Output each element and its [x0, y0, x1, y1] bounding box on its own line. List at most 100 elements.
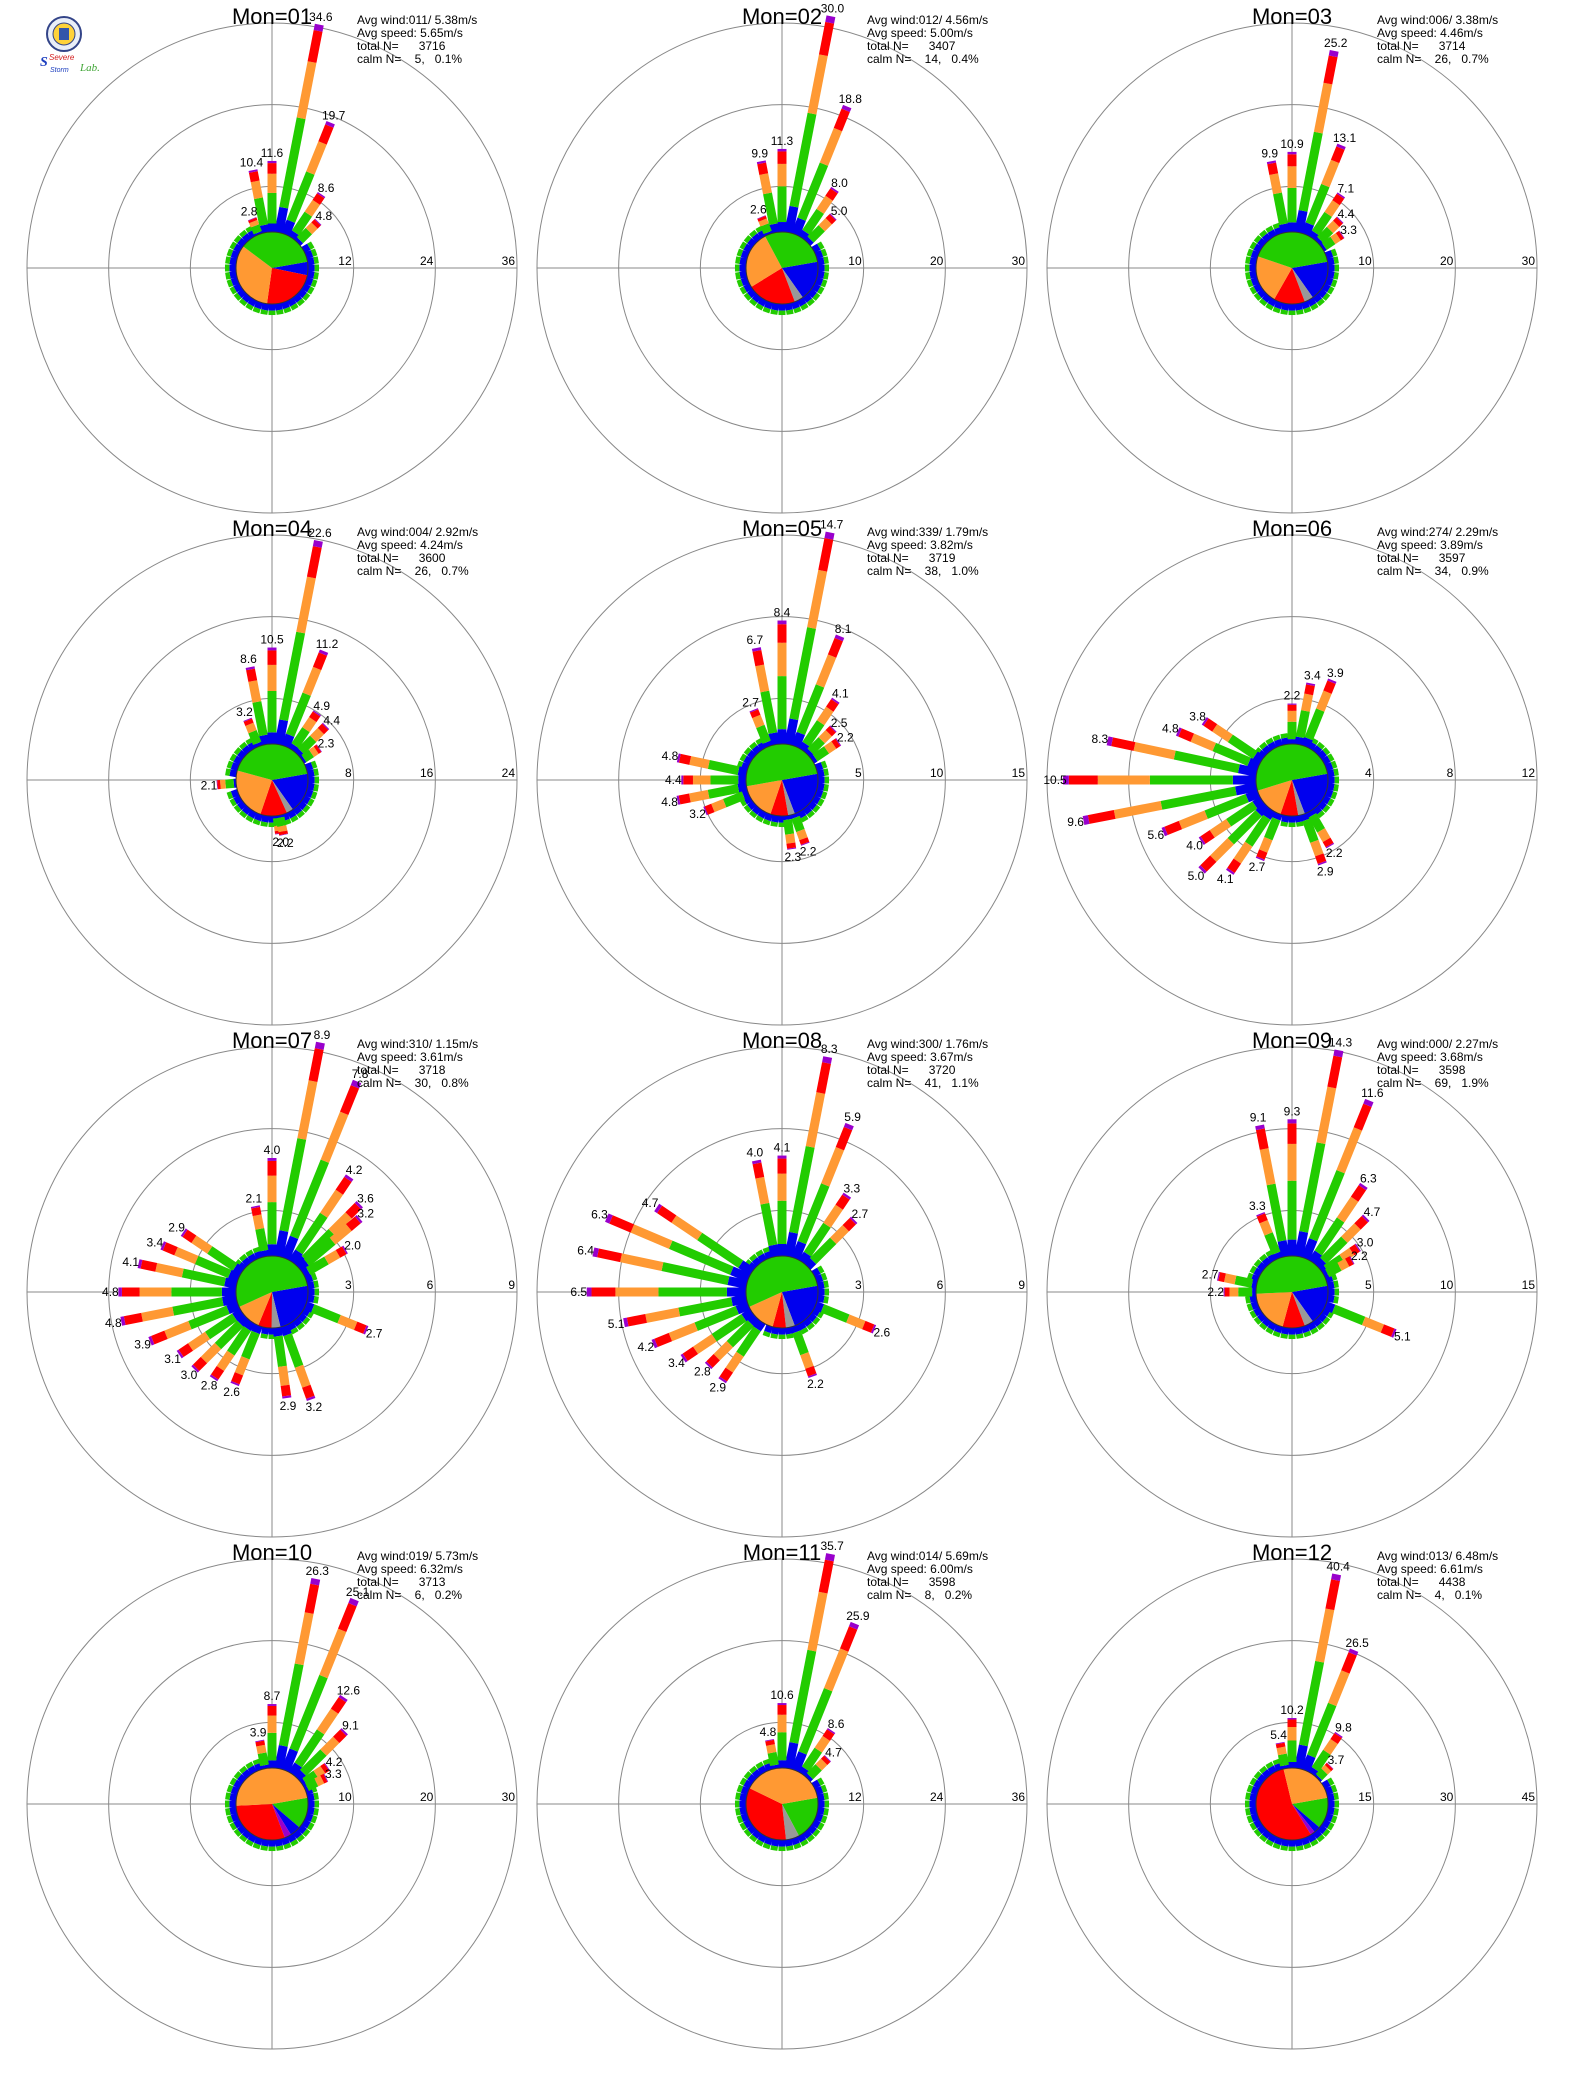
petal-segment [1244, 1800, 1250, 1808]
stat-calm-n: calm N= 30, 0.8% [357, 1076, 469, 1090]
panel-title: Mon=12 [1251, 1540, 1333, 1565]
ring-label: 10 [930, 766, 944, 780]
petal-segment [680, 1353, 688, 1363]
petal-segment [1249, 286, 1257, 295]
petal-segment [722, 791, 746, 808]
petal-segment [1259, 1253, 1268, 1262]
petal-segment [267, 192, 277, 224]
pie-slice [235, 1255, 308, 1307]
petal-segment [831, 738, 841, 749]
petal-segment [820, 760, 828, 769]
petal-segment [225, 271, 231, 280]
petal-segment [290, 303, 299, 311]
petal-segment [755, 815, 764, 823]
petal-segment [1259, 229, 1268, 238]
petal-segment [827, 637, 843, 658]
petal-segment [1133, 742, 1176, 760]
petal-segment [1259, 741, 1268, 750]
petal-segment [1311, 211, 1332, 236]
pie-slice [272, 1804, 291, 1838]
petal-segment [350, 1079, 362, 1089]
petal-segment [1264, 817, 1281, 841]
petal-segment [292, 1829, 303, 1839]
petal-segment [752, 714, 765, 729]
petal-segment [1287, 166, 1297, 188]
petal-segment [268, 310, 276, 316]
petal-segment [676, 753, 681, 763]
petal-segment [268, 1846, 276, 1852]
petal-segment [191, 1235, 213, 1254]
petal-segment [229, 753, 237, 762]
petal-segment [281, 300, 290, 310]
petal-segment [818, 218, 832, 232]
petal-label: 2.6 [874, 1325, 891, 1339]
petal-label: 2.0 [272, 835, 289, 849]
pie-slice [782, 1292, 795, 1328]
petal-segment [668, 1240, 734, 1275]
petal-segment [586, 1287, 592, 1297]
petal-segment [816, 1281, 825, 1290]
petal-segment [1316, 1086, 1337, 1145]
petal-segment [337, 1314, 358, 1330]
petal-segment [1331, 1573, 1342, 1582]
petal-segment [313, 23, 324, 32]
petal-segment [267, 223, 277, 232]
petal-segment [800, 1839, 809, 1847]
petal-segment [1265, 1761, 1274, 1769]
petal-segment [1287, 1239, 1297, 1256]
petal-label: 4.9 [313, 699, 330, 713]
petal-segment [825, 15, 836, 24]
petal-segment [825, 214, 836, 225]
petal-segment [310, 1815, 318, 1824]
petal-segment [249, 219, 260, 228]
petal-segment [777, 1173, 787, 1201]
wind-rose-svg: 10 20 30 26.3 25.1 12.6 9.1 8.7 4.23.3 3.9 [26, 1558, 518, 2050]
petal-segment [296, 1834, 305, 1843]
petal-segment [1264, 1232, 1281, 1255]
petal-segment [1265, 1327, 1274, 1335]
petal-segment [817, 286, 825, 295]
petal-segment [1334, 1731, 1343, 1739]
petal-segment [1299, 1142, 1326, 1233]
wind-rose-panel: 3 6 9 8.3 5.9 4.1 4.0 3.3 2.7 4.7 6.3 6.4 6.5 5.1 4.2 3… [522, 1026, 1042, 1546]
petal-segment [749, 709, 761, 719]
petal-segment [1287, 1143, 1297, 1181]
petal-label: 2.2 [1351, 1249, 1368, 1263]
wind-rose-svg: 10 20 30 25.2 13.1 10.99.9 7.1 4.4 3.3 [1046, 22, 1538, 514]
petal-segment [304, 1813, 314, 1822]
wind-rose-svg: 8 16 24 22.6 11.2 10.58.6 4.94.4 2.3 3.2 2.1 2.02.… [26, 526, 518, 1026]
petal-segment [1363, 1098, 1374, 1107]
petal-segment [275, 1845, 284, 1851]
petal-segment [749, 229, 758, 238]
petal-segment [770, 309, 779, 315]
petal-segment [255, 1228, 269, 1252]
petal-segment [1337, 1258, 1350, 1271]
petal-segment [747, 800, 757, 811]
petal-label: 2.2 [837, 730, 854, 744]
petal-segment [278, 830, 288, 836]
petal-segment [1082, 815, 1090, 825]
petal-segment [777, 148, 787, 152]
pie-slice [746, 780, 782, 815]
pie-outline [235, 1767, 309, 1841]
petal-label: 2.7 [742, 695, 759, 709]
petal-segment [252, 818, 261, 826]
petal-segment [816, 1062, 831, 1094]
petal-segment [825, 726, 836, 737]
petal-segment [307, 241, 315, 250]
petal-segment [1303, 1330, 1312, 1338]
petal-segment [1301, 736, 1313, 749]
petal-segment [250, 224, 262, 235]
petal-segment [314, 1800, 320, 1808]
petal-segment [296, 227, 313, 244]
petal-segment [735, 256, 741, 265]
petal-segment [1233, 841, 1253, 864]
petal-segment [294, 1612, 314, 1666]
petal-segment [755, 664, 770, 693]
petal-segment [793, 306, 802, 314]
petal-segment [286, 171, 315, 223]
petal-segment [226, 248, 234, 257]
petal-segment [777, 729, 787, 744]
petal-segment [245, 1761, 254, 1769]
petal-segment [217, 780, 221, 790]
